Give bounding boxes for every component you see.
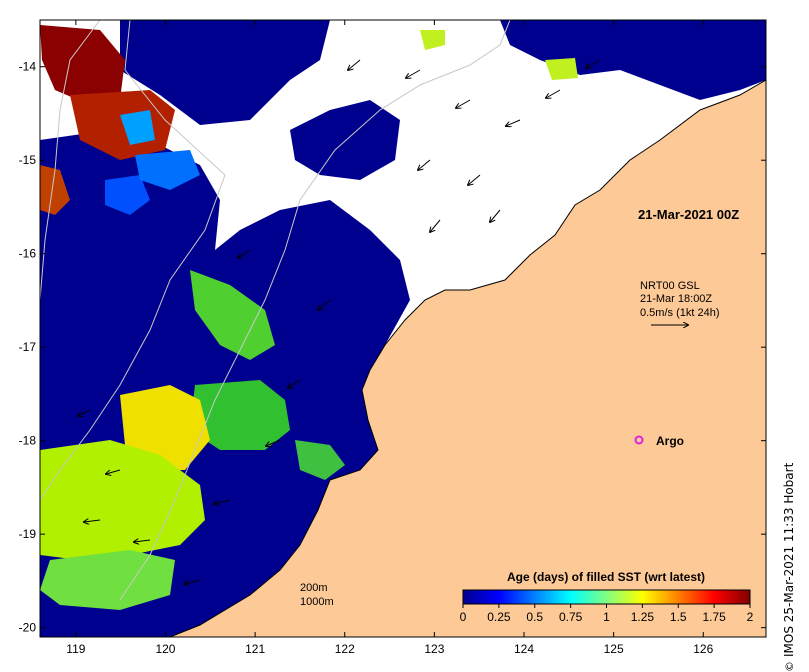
x-axis: 119 120 121 122 123 124 125 126 xyxy=(66,20,714,656)
sst-patch-recent-shelf xyxy=(290,100,400,180)
colorbar-tick-label: 0 xyxy=(460,610,467,624)
colorbar-tick-label: 1 xyxy=(603,610,610,624)
y-tick-label: -19 xyxy=(19,527,37,541)
current-arrow xyxy=(266,439,281,446)
sst-patch-old-west xyxy=(40,165,70,215)
colorbar-tick-label: 0.75 xyxy=(559,610,583,624)
colorbar-tick-label: 1.75 xyxy=(702,610,726,624)
current-arrow xyxy=(406,69,421,78)
current-arrow xyxy=(586,59,601,68)
y-tick-label: -15 xyxy=(19,153,37,167)
isobaths xyxy=(40,20,511,601)
current-arrow xyxy=(106,469,121,474)
x-tick-label: 122 xyxy=(335,642,355,656)
y-tick-label: -17 xyxy=(19,340,37,354)
sst-patch-yellow xyxy=(120,385,210,470)
current-source-label: NRT00 GSL xyxy=(640,280,700,292)
x-tick-label: 126 xyxy=(693,642,713,656)
y-tick-label: -18 xyxy=(19,434,37,448)
sst-patch-old-north xyxy=(40,25,125,105)
isobath-1000m xyxy=(40,20,226,501)
credit-text: IMOS 25-Mar-2021 11:33 Hobart xyxy=(782,462,796,657)
colorbar-title: Age (days) of filled SST (wrt latest) xyxy=(507,570,705,584)
sst-patch-yellow-green xyxy=(40,440,205,560)
current-arrow xyxy=(214,499,231,504)
map-frame xyxy=(39,19,767,638)
current-vectors xyxy=(78,59,601,584)
colorbar-tick-label: 1.25 xyxy=(631,610,655,624)
sst-patch-old-north-2 xyxy=(70,90,175,160)
current-arrow xyxy=(184,579,201,584)
colorbar-tick-label: 0.5 xyxy=(526,610,543,624)
current-time-label: 21-Mar 18:00Z xyxy=(640,293,712,305)
colorbar-ticks: 0 0.25 0.5 0.75 1 1.25 1.5 1.75 2 xyxy=(460,604,754,624)
current-arrow xyxy=(430,219,441,232)
y-tick-label: -16 xyxy=(19,247,37,261)
colorbar-strip xyxy=(462,589,751,605)
current-arrow xyxy=(546,89,561,98)
current-arrow xyxy=(348,59,361,70)
current-arrow xyxy=(78,409,91,416)
current-arrow xyxy=(318,299,331,310)
sst-patch-mid-blue xyxy=(105,175,150,215)
sst-patch-green-southeast xyxy=(295,440,345,480)
isobath-1000m-label: 1000m xyxy=(300,596,334,608)
sst-patch-recent-north xyxy=(120,20,330,125)
x-tick-label: 121 xyxy=(245,642,265,656)
current-arrow xyxy=(238,249,251,258)
current-arrow xyxy=(456,99,471,108)
sst-patch-green-center xyxy=(190,270,275,360)
x-tick-label: 125 xyxy=(604,642,624,656)
timestamp-label: 21-Mar-2021 00Z xyxy=(638,207,739,222)
current-arrow xyxy=(418,159,431,170)
current-arrow xyxy=(288,379,301,388)
sst-patch-lime-south xyxy=(40,550,175,610)
y-tick-label: -14 xyxy=(19,60,37,74)
colorbar-tick-label: 0.25 xyxy=(487,610,511,624)
current-arrow xyxy=(134,540,151,542)
isobath-200m-label: 200m xyxy=(300,582,328,594)
sst-patch-yellow-east xyxy=(545,58,578,80)
colorbar-tick-label: 1.5 xyxy=(670,610,687,624)
coastline xyxy=(169,79,766,637)
sst-patch-mid-blue-2 xyxy=(135,150,200,190)
x-tick-label: 119 xyxy=(66,642,85,656)
isobath-1000m-west xyxy=(40,20,101,301)
copyright-icon: © xyxy=(783,661,796,672)
current-arrow xyxy=(84,520,101,522)
x-tick-label: 120 xyxy=(155,642,175,656)
sst-patch-recent-northeast xyxy=(500,20,766,100)
colorbar-tick-label: 2 xyxy=(747,610,754,624)
current-arrow xyxy=(468,174,481,185)
current-arrow xyxy=(506,119,521,126)
x-tick-label: 124 xyxy=(514,642,534,656)
argo-label: Argo xyxy=(656,434,684,448)
sst-patch-cyan-north xyxy=(120,110,155,145)
current-arrow xyxy=(490,209,501,222)
y-axis: -14 -15 -16 -17 -18 -19 -20 xyxy=(19,60,766,635)
sst-patch-green-south xyxy=(190,380,290,450)
isobath-200m xyxy=(119,20,511,601)
image-credit: © IMOS 25-Mar-2021 11:33 Hobart xyxy=(782,402,800,672)
x-tick-label: 123 xyxy=(424,642,444,656)
argo-marker[interactable] xyxy=(634,435,644,445)
sst-patch-yellow-northeast xyxy=(420,30,445,50)
current-scale-label: 0.5m/s (1kt 24h) xyxy=(640,307,719,319)
y-tick-label: -20 xyxy=(19,621,37,635)
